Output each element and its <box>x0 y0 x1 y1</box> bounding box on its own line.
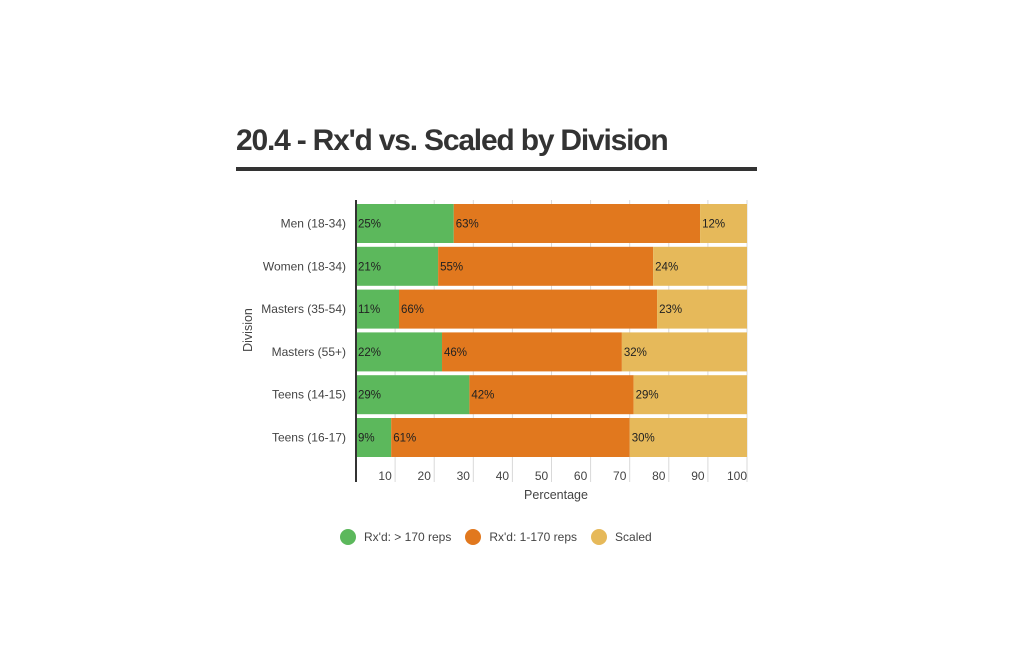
bar-segment <box>438 246 654 286</box>
data-label: 29% <box>636 390 659 402</box>
bar-segment <box>633 375 747 415</box>
data-label: 24% <box>655 261 678 273</box>
x-tick-label: 80 <box>652 469 666 483</box>
legend-swatch <box>591 529 608 545</box>
legend-item: Rx'd: > 170 reps <box>340 529 451 545</box>
data-label: 66% <box>401 304 424 316</box>
y-category-label: Men (18-34) <box>281 217 346 231</box>
data-label: 30% <box>632 433 655 445</box>
bar-segment <box>653 246 747 286</box>
legend-label: Scaled <box>615 530 652 544</box>
legend-label: Rx'd: > 170 reps <box>364 530 452 544</box>
data-label: 55% <box>440 261 463 273</box>
data-label: 12% <box>702 219 725 231</box>
y-category-label: Teens (16-17) <box>272 431 346 445</box>
data-label: 22% <box>358 347 381 359</box>
bar-segment <box>356 375 470 415</box>
bar-segment <box>700 204 747 243</box>
bar-segment <box>399 289 658 329</box>
x-tick-label: 100 <box>727 469 747 483</box>
bar-segment <box>356 332 443 372</box>
bar-segment <box>356 246 439 286</box>
legend: Rx'd: > 170 reps Rx'd: 1-170 reps Scaled <box>340 529 666 545</box>
y-category-label: Masters (55+) <box>272 345 346 359</box>
x-tick-label: 30 <box>457 469 471 483</box>
y-category-label: Teens (14-15) <box>272 388 346 402</box>
legend-label: Rx'd: 1-170 reps <box>489 530 578 544</box>
y-category-label: Masters (35-54) <box>261 302 346 316</box>
bar-segment <box>442 332 622 372</box>
data-label: 63% <box>456 219 479 231</box>
bar-segment <box>453 204 701 243</box>
data-label: 61% <box>393 433 416 445</box>
title-underline <box>236 167 757 171</box>
data-label: 32% <box>624 347 647 359</box>
bar-segment <box>356 418 392 457</box>
bar-segment <box>391 418 630 457</box>
data-label: 42% <box>471 390 494 402</box>
x-tick-label: 60 <box>574 469 588 483</box>
bar-segment <box>356 204 454 243</box>
x-tick-label: 10 <box>378 469 392 483</box>
data-label: 23% <box>659 304 682 316</box>
chart-title: 20.4 - Rx'd vs. Scaled by Division <box>236 124 669 157</box>
data-label: 46% <box>444 347 467 359</box>
legend-item: Rx'd: 1-170 reps <box>465 529 577 545</box>
x-tick-label: 70 <box>613 469 627 483</box>
bar-segment <box>629 418 747 457</box>
x-tick-label: 20 <box>418 469 432 483</box>
x-tick-label: 50 <box>535 469 549 483</box>
bar-segment <box>621 332 747 372</box>
data-label: 29% <box>358 390 381 402</box>
legend-swatch <box>340 529 356 545</box>
data-label: 9% <box>358 433 375 445</box>
data-label: 25% <box>358 219 381 231</box>
data-label: 21% <box>358 261 381 273</box>
x-tick-label: 40 <box>496 469 510 483</box>
bar-segment <box>469 375 634 415</box>
x-axis-title: Percentage <box>524 488 588 502</box>
data-label: 11% <box>358 304 380 316</box>
legend-swatch <box>465 529 482 545</box>
y-axis-title: Division <box>241 308 255 352</box>
y-category-label: Women (18-34) <box>263 259 346 273</box>
x-tick-label: 90 <box>691 469 705 483</box>
legend-item: Scaled <box>591 529 652 545</box>
bar-segment <box>356 289 400 329</box>
bar-segment <box>657 289 747 329</box>
